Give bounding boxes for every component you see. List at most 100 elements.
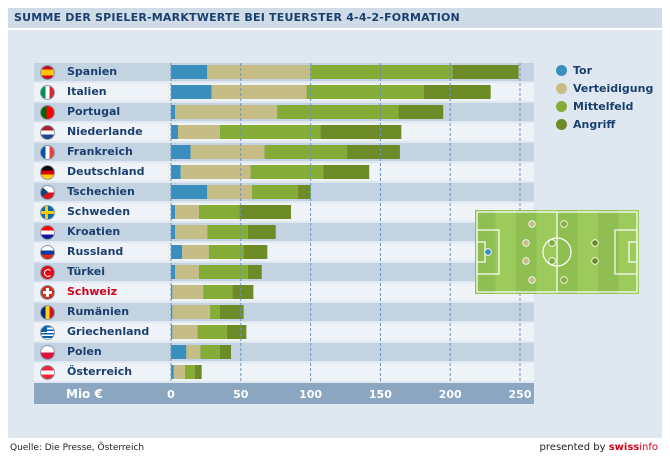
bar-mittelfeld-11 <box>203 285 233 299</box>
bar-verteidigung-15 <box>173 365 185 379</box>
credit-note: presented by swissinfo <box>540 442 658 453</box>
bar-verteidigung-10 <box>175 265 199 279</box>
player-dot-7 <box>548 257 556 265</box>
bar-angriff-11 <box>232 285 254 299</box>
bar-angriff-12 <box>219 305 244 319</box>
brand-info: info <box>639 442 658 453</box>
bar-mittelfeld-8 <box>207 225 248 239</box>
presented-by-text: presented by <box>539 442 606 453</box>
bar-verteidigung-14 <box>186 345 201 359</box>
player-dot-10 <box>591 257 599 265</box>
category-label-14: Polen <box>67 345 102 358</box>
flag-ch <box>40 284 55 300</box>
player-dot-9 <box>591 239 599 247</box>
legend-swatch <box>556 119 567 130</box>
bar-tor-1 <box>171 85 212 99</box>
bar-angriff-9 <box>243 245 268 259</box>
bar-verteidigung-7 <box>175 205 199 219</box>
bar-verteidigung-11 <box>172 285 204 299</box>
row-background <box>34 283 534 301</box>
bar-angriff-0 <box>452 65 519 79</box>
player-dot-4 <box>528 276 536 284</box>
row-background <box>34 323 534 341</box>
bar-angriff-1 <box>423 85 491 99</box>
pitch-stripe <box>536 210 557 294</box>
pitch-stripe <box>557 210 578 294</box>
bar-mittelfeld-5 <box>250 165 324 179</box>
category-label-9: Russland <box>67 245 124 258</box>
flag-nl <box>40 124 55 140</box>
flag-fr <box>40 144 55 160</box>
bar-mittelfeld-13 <box>197 325 227 339</box>
bar-verteidigung-0 <box>207 65 311 79</box>
bar-angriff-2 <box>398 105 444 119</box>
bar-angriff-6 <box>298 185 311 199</box>
bar-angriff-3 <box>320 125 402 139</box>
category-label-11: Schweiz <box>67 285 118 298</box>
pitch-stripe <box>577 210 598 294</box>
bar-angriff-7 <box>239 205 292 219</box>
bar-angriff-14 <box>219 345 232 359</box>
category-label-3: Niederlande <box>67 125 143 138</box>
category-label-6: Tschechien <box>67 185 135 198</box>
flag-se <box>40 204 55 220</box>
category-label-10: Türkei <box>67 265 105 278</box>
flag-de <box>40 164 55 180</box>
bar-tor-12 <box>171 305 173 319</box>
x-axis-bar <box>34 383 534 404</box>
category-label-5: Deutschland <box>67 165 145 178</box>
bar-mittelfeld-9 <box>208 245 244 259</box>
bar-angriff-10 <box>247 265 262 279</box>
legend-label: Angriff <box>573 118 616 131</box>
tick-label-200: 200 <box>439 388 462 401</box>
legend-label: Verteidigung <box>573 82 654 95</box>
bar-verteidigung-5 <box>180 165 251 179</box>
row-background <box>34 223 534 241</box>
bar-chart: 0 50 100 150 200 250 Mio € <box>34 63 534 404</box>
bar-tor-15 <box>171 365 174 379</box>
category-label-0: Spanien <box>67 65 118 78</box>
bar-mittelfeld-12 <box>210 305 220 319</box>
bar-verteidigung-2 <box>175 105 278 119</box>
flag-es <box>40 64 55 80</box>
legend-swatch <box>556 101 567 112</box>
category-label-15: Österreich <box>67 365 133 378</box>
bar-tor-2 <box>171 105 176 119</box>
bar-tor-7 <box>171 205 176 219</box>
pitch-stripe <box>516 210 537 294</box>
legend-label: Mittelfeld <box>573 100 634 113</box>
flag-tr <box>40 264 55 280</box>
bar-tor-6 <box>171 185 208 199</box>
bar-angriff-15 <box>194 365 202 379</box>
bar-angriff-8 <box>247 225 276 239</box>
bar-verteidigung-4 <box>190 145 265 159</box>
player-dot-0 <box>484 248 492 256</box>
tick-label-150: 150 <box>369 388 392 401</box>
bar-tor-8 <box>171 225 176 239</box>
category-label-7: Schweden <box>67 205 131 218</box>
bar-mittelfeld-3 <box>219 125 321 139</box>
player-dot-1 <box>528 220 536 228</box>
tick-label-0: 0 <box>167 388 175 401</box>
category-label-1: Italien <box>67 85 107 98</box>
bar-verteidigung-6 <box>207 185 252 199</box>
bar-tor-3 <box>171 125 178 139</box>
flag-pt <box>40 104 55 120</box>
flag-ru <box>40 244 55 260</box>
bar-angriff-5 <box>323 165 370 179</box>
bar-mittelfeld-1 <box>306 85 424 99</box>
player-dot-3 <box>522 257 530 265</box>
bar-verteidigung-12 <box>172 305 211 319</box>
flag-it <box>40 84 55 100</box>
bar-mittelfeld-14 <box>200 345 220 359</box>
pitch-centre-circle <box>542 237 572 267</box>
row-background <box>34 263 534 281</box>
source-note: Quelle: Die Presse, Österreich <box>10 443 145 453</box>
bar-tor-5 <box>171 165 181 179</box>
row-background <box>34 343 534 361</box>
flag-gr <box>40 324 55 340</box>
bar-tor-9 <box>171 245 183 259</box>
tick-label-50: 50 <box>233 388 249 401</box>
bar-mittelfeld-7 <box>198 205 240 219</box>
flag-pl <box>40 344 55 360</box>
